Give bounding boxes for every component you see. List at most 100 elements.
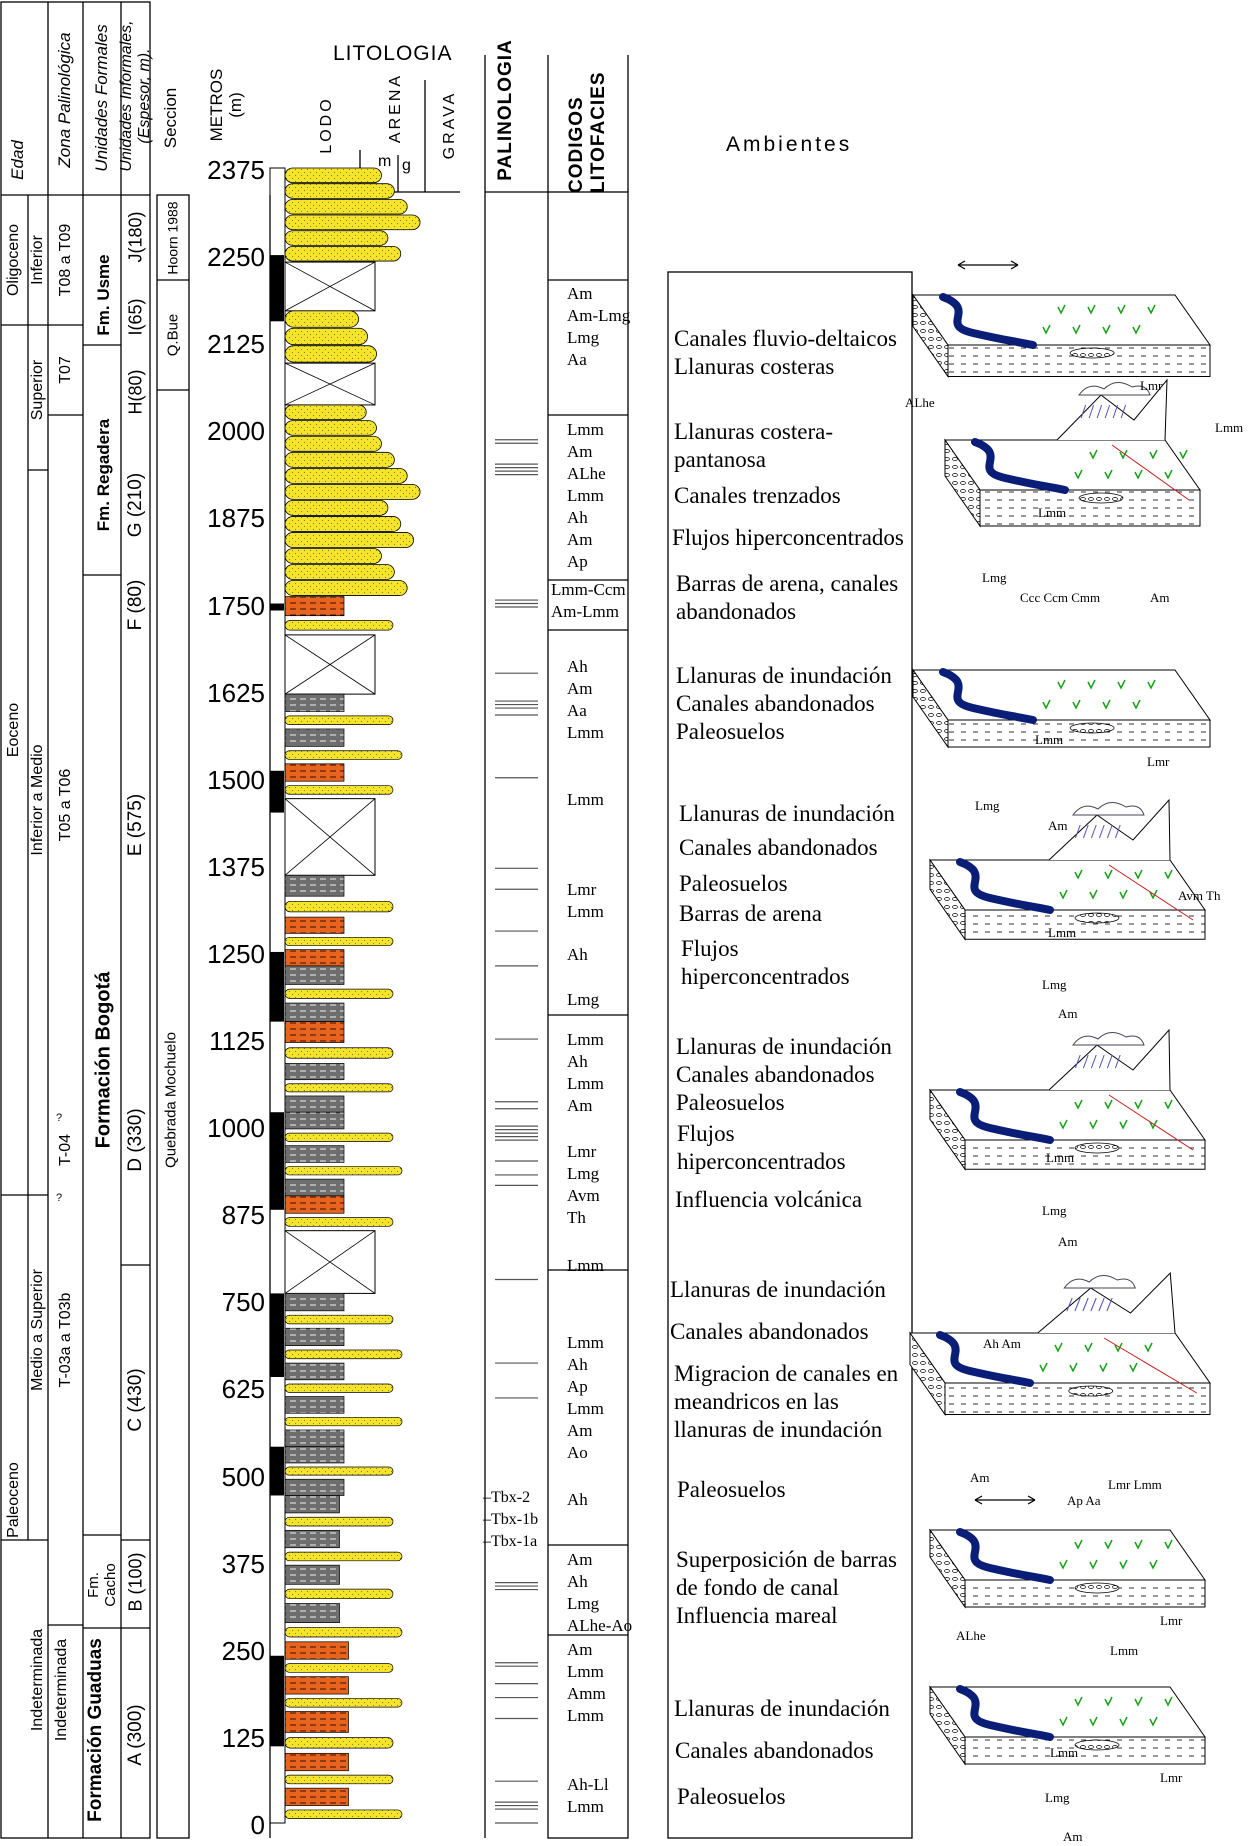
edad-indeterminada-1: Indeterminada <box>29 1628 46 1732</box>
block-diagram <box>944 378 1201 528</box>
edad-medio-a-superior: Medio a Superior <box>29 1269 46 1391</box>
diagram-vegetation <box>1134 469 1143 480</box>
header-unidades-formales: Unidades Formales <box>92 24 111 172</box>
diagram-river <box>939 293 1037 349</box>
diagram-bar-lens <box>1074 912 1120 924</box>
diagram-label: Lmg <box>1042 977 1067 992</box>
depth-tick-label: 875 <box>221 1200 265 1231</box>
diagram-vegetation <box>1059 1559 1068 1570</box>
depth-tick-label: 2250 <box>207 242 265 273</box>
unit-j: J(180) <box>125 211 146 263</box>
diagram-label: Lmr <box>1160 1613 1183 1628</box>
unit-f: F (80) <box>125 579 146 631</box>
ambiente-text: Flujos <box>677 1121 735 1146</box>
diagram-vegetation <box>1084 1342 1093 1353</box>
diagram-mountain <box>1048 798 1171 861</box>
diagram-label: Lmm <box>1048 925 1077 940</box>
litofacies-code: Am <box>567 284 593 303</box>
litofacies-code: Lmm <box>567 902 604 921</box>
litofacies-code: Ah <box>567 945 588 964</box>
edad-superior: Superior <box>29 359 46 421</box>
depth-tick-label: 1000 <box>207 1113 265 1144</box>
section-gap-bar <box>270 1112 284 1210</box>
litofacies-code: Am <box>567 442 593 461</box>
diagram-vegetation <box>1059 889 1068 900</box>
diagram-label: ALhe <box>956 1628 986 1643</box>
depth-tick-label: 2000 <box>207 416 265 447</box>
litofacies-code: Lmg <box>567 1164 600 1183</box>
zona-t04: T-04 <box>57 1133 74 1167</box>
edad-paleoceno: Paleoceno <box>5 1462 22 1538</box>
ambiente-text: Llanuras de inundación <box>679 801 895 826</box>
diagram-label: Ap Aa <box>1067 1493 1101 1508</box>
block-diagram <box>929 1028 1206 1171</box>
diagram-label: Lmm <box>1035 732 1064 747</box>
block-diagram <box>929 798 1206 941</box>
litofacies-code: Ah-Ll <box>567 1775 609 1794</box>
diagram-vegetation <box>1117 679 1126 690</box>
tbx-2: –Tbx-2 <box>483 1489 531 1506</box>
ambiente-text: Superposición de barras <box>676 1547 897 1572</box>
ambiente-text: Llanuras costera- <box>674 419 834 444</box>
diagram-rain <box>1088 404 1095 419</box>
unit-g: G (210) <box>125 472 146 538</box>
litofacies-code: Lmg <box>567 1594 600 1613</box>
diagram-vegetation <box>1149 1716 1158 1727</box>
diagram-vegetation <box>1089 1559 1098 1570</box>
ambiente-text: Paleosuelos <box>677 1784 786 1809</box>
zona-t05-t06: T05 a T06 <box>57 768 74 842</box>
fm-bogota: Formación Bogotá <box>92 971 115 1149</box>
litofacies-code: Lmr <box>567 1142 597 1161</box>
ambiente-text: Flujos <box>681 936 739 961</box>
diagram-rain <box>1074 824 1081 839</box>
diagram-vegetation <box>1074 1696 1083 1707</box>
ambiente-text: Llanuras de inundación <box>676 1034 892 1059</box>
ambiente-text: Canales trenzados <box>674 483 841 508</box>
depth-tick-label: 500 <box>221 1461 265 1492</box>
diagram-vegetation <box>1042 699 1051 710</box>
diagram-vegetation <box>1119 889 1128 900</box>
edad-inferior: Inferior <box>29 235 46 285</box>
header-edad: Edad <box>8 140 27 180</box>
diagram-vegetation <box>1134 1696 1143 1707</box>
diagram-rain <box>1098 1297 1105 1312</box>
ambiente-text: Barras de arena, canales <box>676 571 899 596</box>
litofacies-code: Aa <box>567 350 587 369</box>
header-ambientes: Ambientes <box>726 133 853 156</box>
ambiente-text: Llanuras de inundación <box>674 1696 890 1721</box>
diagram-vegetation <box>1129 1362 1138 1373</box>
header-litologia: LITOLOGIA <box>333 42 453 65</box>
litofacies-code: Lmm-Ccm <box>551 580 626 599</box>
diagram-vegetation <box>1059 1119 1068 1130</box>
diagram-label: Lmr <box>1160 1770 1183 1785</box>
diagram-rain <box>1112 404 1119 419</box>
diagram-vegetation <box>1147 679 1156 690</box>
covered-cross-line <box>284 261 376 312</box>
diagram-river <box>956 1685 1054 1741</box>
litofacies-code: Am <box>567 1421 593 1440</box>
diagram-bar-lens <box>1069 347 1115 359</box>
diagram-river <box>956 858 1054 914</box>
diagram-label: Am <box>970 1470 990 1485</box>
diagram-vegetation <box>1117 304 1126 315</box>
diagram-fault <box>1111 444 1190 501</box>
ambiente-text: meandricos en las <box>674 1389 839 1414</box>
diagram-vegetation <box>1099 1362 1108 1373</box>
diagram-label: Avm Th <box>1178 888 1221 903</box>
diagram-rain <box>1082 1297 1089 1312</box>
depth-tick-label: 1875 <box>207 503 265 534</box>
diagram-vegetation <box>1132 324 1141 335</box>
header-palinologia: PALINOLOGIA <box>495 39 516 181</box>
unit-e: E (575) <box>125 793 146 857</box>
diagram-vegetation <box>1114 1342 1123 1353</box>
diagram-river <box>971 438 1069 494</box>
diagram-fault <box>1108 1094 1194 1151</box>
diagram-label: Ah Am <box>983 1336 1021 1351</box>
diagram-vegetation <box>1149 1559 1158 1570</box>
diagram-vegetation <box>1072 324 1081 335</box>
ambiente-text: Flujos hiperconcentrados <box>672 525 904 550</box>
litofacies-code: Lmm <box>567 723 604 742</box>
section-gap-bar <box>270 770 284 813</box>
litofacies-code: Ah <box>567 1052 588 1071</box>
ambiente-text: Canales abandonados <box>679 835 878 860</box>
